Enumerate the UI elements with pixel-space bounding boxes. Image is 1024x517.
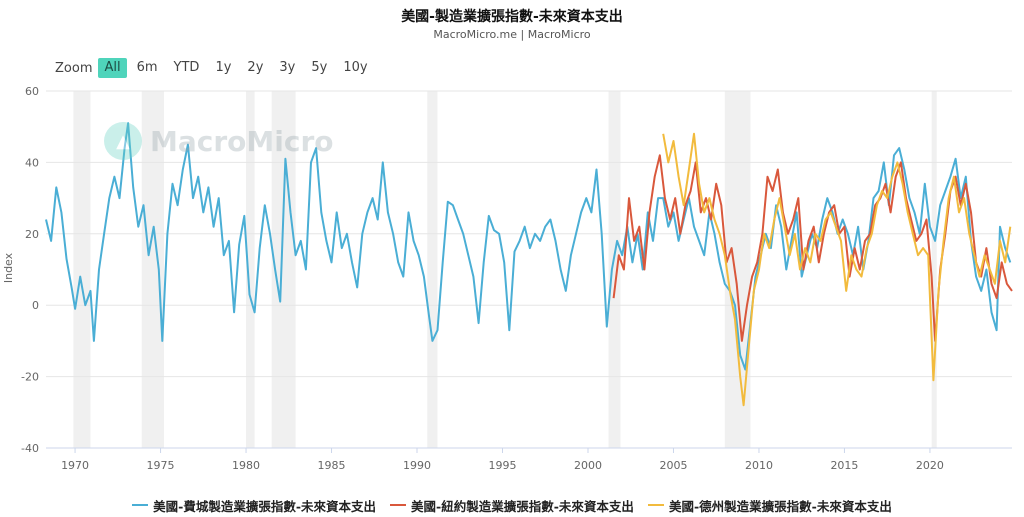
x-tick-label: 1990 [403,459,431,472]
legend: 美國-費城製造業擴張指數-未來資本支出 美國-紐約製造業擴張指數-未來資本支出 … [0,496,1024,514]
y-tick-label: 20 [25,228,39,241]
recession-band [427,91,438,448]
x-tick-label: 1970 [61,459,89,472]
x-tick-label: 2015 [830,459,858,472]
zoom-3y-button[interactable]: 3y [279,60,296,75]
zoom-label: Zoom [55,60,93,76]
recession-band [141,91,164,448]
zoom-2y-button[interactable]: 2y [247,60,264,75]
y-axis-label: Index [2,252,15,283]
y-tick-label: 40 [25,156,39,169]
zoom-ytd-button[interactable]: YTD [173,60,200,75]
x-tick-label: 1980 [232,459,260,472]
recession-bands [73,91,937,448]
y-tick-label: -20 [21,371,39,384]
x-tick-label: 2000 [574,459,602,472]
zoom-10y-button[interactable]: 10y [343,60,368,75]
zoom-6m-button[interactable]: 6m [136,60,158,75]
y-tick-label: 0 [32,299,39,312]
legend-swatch-ny [390,504,407,506]
recession-band [246,91,255,448]
zoom-1y-button[interactable]: 1y [215,60,232,75]
x-axis: 1970 1975 1980 1985 1990 1995 2000 2005 2010 2015… [46,447,1012,472]
zoom-bar: Zoom All 6m YTD 1y 2y 3y 5y 10y [55,58,378,78]
recession-band [73,91,91,448]
x-tick-label: 2010 [745,459,773,472]
y-tick-label: 60 [25,85,39,98]
watermark: ▲ MacroMicro [104,122,334,160]
legend-item-ny[interactable]: 美國-紐約製造業擴張指數-未來資本支出 [390,496,634,514]
chart-title: 美國-製造業擴張指數-未來資本支出 [401,9,623,25]
legend-item-texas[interactable]: 美國-德州製造業擴張指數-未來資本支出 [647,496,892,514]
legend-item-philly[interactable]: 美國-費城製造業擴張指數-未來資本支出 [132,496,376,514]
recession-band [931,91,937,448]
zoom-5y-button[interactable]: 5y [311,60,328,75]
recession-band [724,91,751,448]
series-line-philly[interactable] [45,122,1012,371]
series-line-texas[interactable] [662,132,1012,407]
legend-swatch-philly [132,504,149,506]
y-axis: -40 -20 0 20 40 60 [21,85,39,455]
macromicro-logo-icon: ▲ [104,122,142,160]
legend-label-ny: 美國-紐約製造業擴張指數-未來資本支出 [411,498,634,514]
recession-band [271,91,296,448]
y-tick-label: -40 [21,442,39,455]
chart-subtitle: MacroMicro.me | MacroMicro [433,28,591,41]
watermark-text: MacroMicro [150,124,334,158]
x-tick-label: 1975 [147,459,175,472]
x-tick-label: 1985 [318,459,346,472]
legend-swatch-texas [647,504,664,506]
series-lines[interactable] [45,122,1013,407]
legend-label-philly: 美國-費城製造業擴張指數-未來資本支出 [153,498,377,514]
x-tick-label: 2020 [916,459,944,472]
x-tick-label: 2005 [659,459,687,472]
recession-band [608,91,621,448]
x-tick-label: 1995 [488,459,516,472]
zoom-all-button[interactable]: All [98,58,127,78]
legend-label-texas: 美國-德州製造業擴張指數-未來資本支出 [668,498,892,514]
